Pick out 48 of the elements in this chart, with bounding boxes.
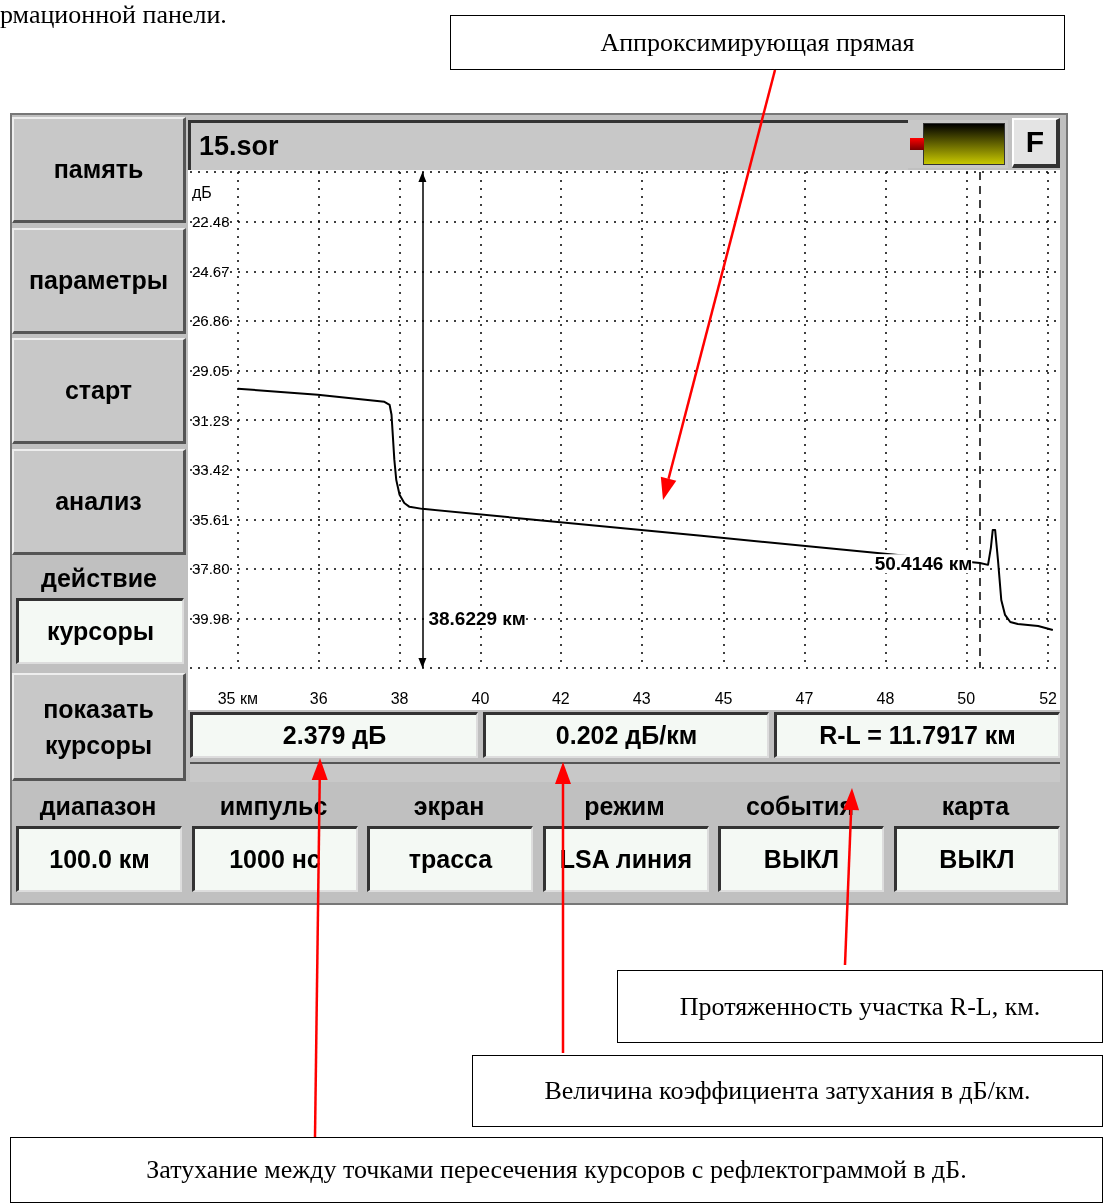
text: память xyxy=(12,117,186,223)
text: режим xyxy=(538,788,711,824)
y-tick-label: 26.86 xyxy=(192,312,230,330)
y-tick-label: 35.61 xyxy=(192,510,230,528)
x-tick-label: 50 xyxy=(957,689,976,707)
x-tick-label: 42 xyxy=(551,689,570,707)
y-tick-label: 29.05 xyxy=(192,362,230,380)
y-tick-label: 31.23 xyxy=(192,411,230,429)
text: 2.379 дБ xyxy=(190,712,478,758)
text: экран xyxy=(363,788,535,824)
text: Затухание между точками пересечения курсоров с рефлектограммой в дБ. xyxy=(10,1137,1103,1203)
x-tick-label: 40 xyxy=(471,689,490,707)
text: ВЫКЛ xyxy=(893,826,1060,892)
x-tick-label: 52 xyxy=(1039,689,1058,707)
text: 0.202 дБ/км xyxy=(483,712,769,758)
text: Протяженность участка R-L, км. xyxy=(617,970,1103,1043)
text: анализ xyxy=(12,449,186,555)
y-tick-label: 24.67 xyxy=(192,262,230,280)
text: карта xyxy=(889,788,1062,824)
chart-title: 15.sor xyxy=(188,120,908,170)
text: Величина коэффициента затухания в дБ/км. xyxy=(472,1055,1103,1127)
y-tick-label: 33.42 xyxy=(192,461,230,479)
ref-line-label: 50.4146 км xyxy=(874,553,973,575)
text: старт xyxy=(12,338,186,444)
y-tick-label: 22.48 xyxy=(192,213,230,231)
ref-line-label: 38.6229 км xyxy=(428,607,526,629)
text: 100.0 км xyxy=(16,826,182,892)
text: рмационной панели. xyxy=(0,0,420,30)
y-axis-title: дБ xyxy=(192,183,212,201)
y-tick-label: 37.80 xyxy=(192,560,230,578)
x-tick-label: 47 xyxy=(795,689,814,707)
x-tick-label: 48 xyxy=(876,689,895,707)
text: показать курсоры xyxy=(12,673,186,781)
text: ВЫКЛ xyxy=(718,826,884,892)
text: параметры xyxy=(12,228,186,334)
x-tick-label: 38 xyxy=(390,689,409,707)
text: Аппроксимирующая прямая xyxy=(450,15,1065,70)
text: курсоры xyxy=(16,598,184,664)
x-tick-label: 36 xyxy=(309,689,328,707)
x-tick-label: 45 xyxy=(714,689,733,707)
y-tick-label: 39.98 xyxy=(192,609,230,627)
text: действие xyxy=(12,560,186,596)
x-tick-label: 43 xyxy=(632,689,651,707)
text: F xyxy=(1012,118,1060,168)
text: диапазон xyxy=(12,788,184,824)
text: R-L = 11.7917 км xyxy=(774,712,1060,758)
text: трасса xyxy=(367,826,533,892)
x-tick-label: 35 км xyxy=(217,689,258,707)
